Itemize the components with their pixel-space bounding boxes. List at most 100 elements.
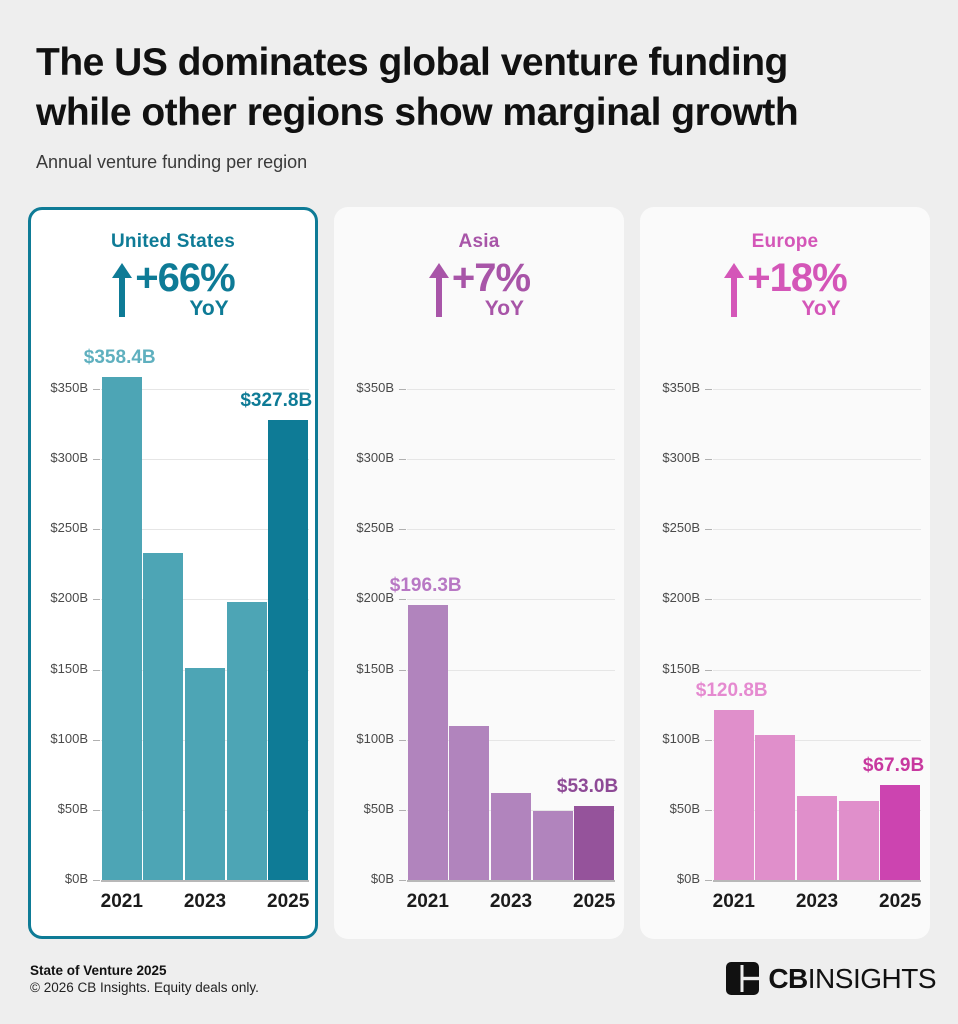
y-tick-label: $250B: [356, 520, 394, 536]
arrow-up-icon: [428, 262, 450, 318]
gridline: [407, 529, 615, 531]
bar-europe-2021[interactable]: [713, 710, 754, 880]
y-tick-mark: [399, 529, 406, 531]
gridline: [713, 388, 921, 390]
gridline: [713, 739, 921, 741]
panel-united-states[interactable]: United States +66% YoY $0B $50B $100B $150B $20…: [28, 207, 318, 939]
logo-cb-text: CB: [768, 962, 808, 994]
y-tick-label: $100B: [50, 730, 88, 746]
y-tick-label: $50B: [669, 800, 700, 816]
bar-value-label: $120.8B: [695, 680, 768, 702]
yoy-suffix-europe: YoY: [801, 297, 841, 320]
x-axis-line: [713, 880, 921, 882]
yoy-percent-europe: +18%: [747, 256, 847, 300]
bar-value-label: $358.4B: [83, 347, 156, 369]
x-axis-line: [101, 880, 309, 882]
y-tick-mark: [705, 459, 712, 461]
y-tick-label: $150B: [50, 660, 88, 676]
footer: State of Venture 2025 © 2026 CB Insights…: [30, 962, 259, 997]
gridline: [407, 388, 615, 390]
panel-asia[interactable]: Asia +7% YoY $0B $50B $100B $150B $200B $250B $30…: [334, 207, 624, 939]
x-axis-label: 2025: [573, 891, 616, 912]
title-line-2: while other regions show marginal growth: [36, 91, 799, 134]
page-title: The US dominates global venture funding …: [36, 38, 926, 138]
gridline: [407, 669, 615, 671]
bar-asia-2025[interactable]: [574, 805, 615, 880]
bar-united-states-2024[interactable]: [226, 602, 267, 880]
y-tick-label: $250B: [50, 520, 88, 536]
y-tick-label: $350B: [662, 379, 700, 395]
y-tick-label: $300B: [662, 450, 700, 466]
logo-insights-text: INSIGHTS: [807, 962, 937, 994]
y-tick-mark: [93, 669, 100, 671]
y-tick-mark: [93, 388, 100, 390]
bar-value-label: $53.0B: [556, 775, 619, 797]
bar-europe-2024[interactable]: [838, 801, 879, 880]
y-tick-mark: [705, 880, 712, 881]
plot-area-asia: $0B $50B $100B $150B $200B $250B $300B $350B $19…: [337, 358, 621, 918]
y-tick-mark: [399, 669, 406, 671]
yoy-badge-united-states: +66% YoY: [31, 258, 315, 320]
bar-united-states-2023[interactable]: [185, 668, 225, 880]
y-tick-mark: [93, 880, 100, 881]
bar-europe-2022[interactable]: [755, 735, 796, 880]
plot-inner: $0B $50B $100B $150B $200B $250B $300B $350B $35…: [31, 347, 315, 918]
y-tick-label: $350B: [356, 379, 394, 395]
cb-insights-mark-icon: [726, 962, 760, 995]
bar-europe-2025[interactable]: [880, 784, 921, 880]
x-axis-label: 2023: [489, 891, 533, 912]
gridline: [101, 599, 309, 601]
bar-asia-2024[interactable]: [532, 810, 573, 880]
x-axis-label: 2025: [879, 891, 922, 912]
panel-title-europe: Europe: [751, 231, 819, 252]
panel-europe[interactable]: Europe +18% YoY $0B $50B $100B $150B $200B $250B…: [640, 207, 930, 939]
bar-asia-2023[interactable]: [491, 793, 531, 880]
yoy-text-block: +66% YoY: [135, 258, 235, 320]
plot-area-europe: $0B $50B $100B $150B $200B $250B $300B $350B $12…: [643, 358, 927, 918]
y-tick-mark: [399, 388, 406, 390]
y-tick-label: $150B: [662, 660, 700, 676]
yoy-percent-asia: +7%: [451, 256, 531, 300]
y-tick-mark: [399, 739, 406, 741]
cb-insights-logo: CBINSIGHTS: [726, 962, 937, 995]
bar-asia-2022[interactable]: [449, 725, 490, 880]
bar-asia-2021[interactable]: [407, 604, 448, 880]
yoy-suffix-asia: YoY: [484, 297, 525, 320]
footer-copyright: © 2026 CB Insights. Equity deals only.: [30, 980, 259, 995]
bar-value-label: $196.3B: [389, 574, 462, 596]
arrow-up-icon: [723, 262, 745, 318]
x-axis-label: 2021: [100, 891, 143, 912]
y-tick-label: $200B: [50, 590, 88, 606]
y-tick-label: $0B: [676, 871, 700, 886]
gridline: [407, 739, 615, 741]
bar-europe-2023[interactable]: [797, 795, 837, 880]
panel-title-united-states: United States: [110, 231, 235, 252]
yoy-text-block: +7% YoY: [451, 256, 531, 320]
y-tick-label: $100B: [662, 730, 700, 746]
bar-united-states-2021[interactable]: [101, 377, 142, 880]
arrow-up-icon: [111, 262, 133, 318]
y-tick-mark: [399, 809, 406, 811]
y-tick-mark: [705, 388, 712, 390]
plot-area-united-states: $0B $50B $100B $150B $200B $250B $300B $350B $35…: [31, 347, 315, 918]
y-tick-mark: [705, 599, 712, 601]
x-axis-label: 2023: [795, 891, 839, 912]
x-axis-label: 2025: [267, 891, 310, 912]
yoy-badge-asia: +7% YoY: [337, 256, 621, 320]
y-tick-mark: [705, 669, 712, 671]
bar-united-states-2022[interactable]: [143, 553, 184, 880]
y-tick-mark: [399, 599, 406, 601]
y-tick-mark: [705, 739, 712, 741]
footer-report-title: State of Venture 2025: [30, 963, 167, 978]
y-tick-mark: [399, 880, 406, 881]
panel-row: United States +66% YoY $0B $50B $100B $150B $20…: [28, 207, 930, 939]
bar-united-states-2025[interactable]: [268, 420, 309, 880]
bar-value-label: $67.9B: [862, 754, 925, 776]
y-tick-mark: [399, 459, 406, 461]
plot-inner: $0B $50B $100B $150B $200B $250B $300B $350B $19…: [337, 358, 621, 918]
gridline: [407, 599, 615, 601]
gridline: [713, 669, 921, 671]
y-tick-label: $200B: [356, 590, 394, 606]
y-tick-label: $50B: [363, 800, 394, 816]
